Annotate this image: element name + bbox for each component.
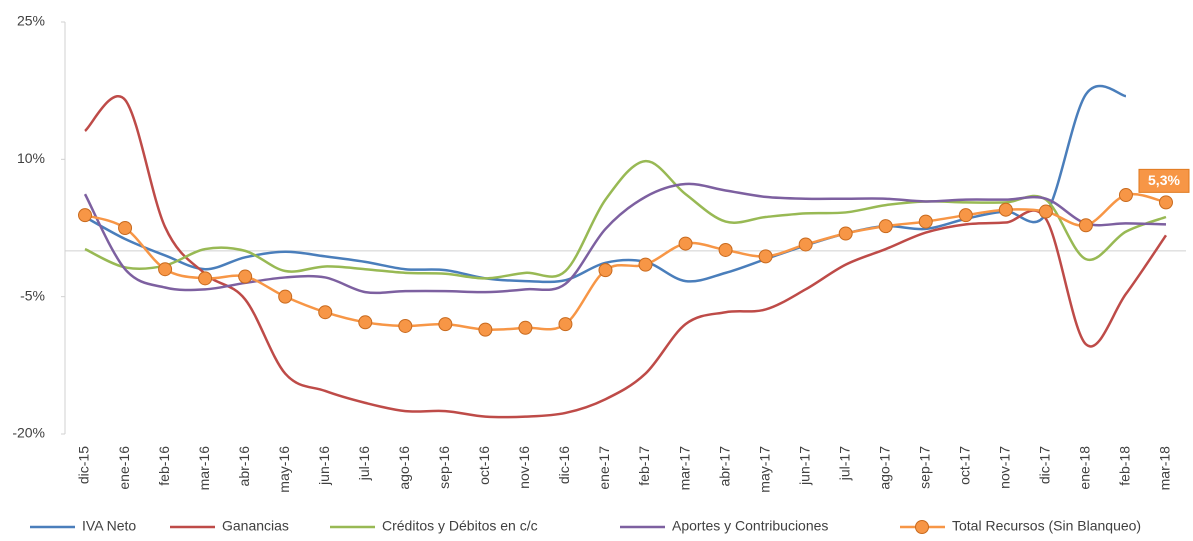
x-tick-label: abr-16 bbox=[236, 446, 252, 487]
point-marker bbox=[518, 320, 533, 335]
x-tick-label: dic-15 bbox=[76, 446, 92, 484]
x-tick-label: feb-18 bbox=[1117, 446, 1133, 486]
point-marker bbox=[798, 237, 813, 252]
x-tick-label: oct-16 bbox=[476, 446, 492, 485]
x-tick-label: dic-16 bbox=[556, 446, 572, 484]
y-tick-label: -5% bbox=[20, 287, 45, 303]
x-tick-label: nov-16 bbox=[516, 446, 532, 489]
legend-label: IVA Neto bbox=[82, 518, 136, 534]
series-line bbox=[84, 95, 1168, 419]
x-tick-label: sep-17 bbox=[916, 446, 932, 489]
legend-label: Créditos y Débitos en c/c bbox=[382, 518, 538, 534]
x-tick-label: ene-18 bbox=[1077, 446, 1093, 490]
x-tick-label: mar-16 bbox=[196, 446, 212, 491]
x-tick-label: feb-16 bbox=[156, 446, 172, 486]
point-marker bbox=[638, 257, 653, 272]
x-tick-label: nov-17 bbox=[997, 446, 1013, 489]
x-tick-label: feb-17 bbox=[636, 446, 652, 486]
point-marker bbox=[358, 315, 373, 330]
point-marker bbox=[478, 322, 493, 337]
point-marker bbox=[918, 214, 933, 229]
x-tick-label: jul-16 bbox=[356, 446, 372, 481]
point-marker bbox=[158, 262, 173, 277]
x-tick-label: dic-17 bbox=[1037, 446, 1053, 484]
point-marker bbox=[198, 271, 213, 286]
point-marker bbox=[558, 317, 573, 332]
series-line bbox=[84, 159, 1167, 280]
legend-label: Aportes y Contribuciones bbox=[672, 518, 828, 534]
point-marker bbox=[598, 263, 613, 278]
point-marker bbox=[78, 208, 93, 223]
point-marker bbox=[718, 242, 733, 257]
x-tick-label: mar-17 bbox=[676, 446, 692, 491]
x-tick-label: ago-17 bbox=[876, 446, 892, 490]
point-marker bbox=[1078, 218, 1093, 233]
y-tick-label: 10% bbox=[17, 150, 45, 166]
point-marker bbox=[678, 236, 693, 251]
x-tick-label: sep-16 bbox=[436, 446, 452, 489]
point-marker bbox=[118, 221, 133, 235]
y-tick-label: 25% bbox=[17, 13, 45, 29]
x-tick-label: jun-16 bbox=[316, 446, 332, 486]
legend-label: Total Recursos (Sin Blanqueo) bbox=[952, 518, 1141, 534]
point-marker bbox=[838, 226, 853, 241]
x-tick-label: oct-17 bbox=[957, 446, 973, 485]
series-line bbox=[84, 84, 1127, 284]
value-label-box bbox=[1138, 168, 1190, 193]
point-marker bbox=[318, 305, 333, 320]
x-tick-label: jul-17 bbox=[836, 446, 852, 481]
value-label: 5,3% bbox=[1148, 172, 1180, 188]
legend-label: Ganancias bbox=[222, 518, 289, 534]
x-tick-label: may-16 bbox=[276, 446, 292, 493]
point-marker bbox=[438, 317, 453, 332]
point-marker bbox=[398, 318, 413, 333]
point-marker bbox=[1118, 188, 1133, 203]
y-tick-label: -20% bbox=[12, 425, 45, 441]
x-tick-label: ene-17 bbox=[596, 446, 612, 490]
x-tick-label: mar-18 bbox=[1157, 446, 1173, 491]
point-marker bbox=[758, 249, 773, 264]
x-tick-label: may-17 bbox=[756, 446, 772, 493]
point-marker bbox=[998, 202, 1013, 217]
point-marker bbox=[1038, 204, 1053, 219]
x-tick-label: jun-17 bbox=[796, 446, 812, 486]
legend-marker bbox=[915, 520, 929, 534]
x-tick-label: ago-16 bbox=[396, 446, 412, 490]
point-marker bbox=[1158, 195, 1173, 210]
point-marker bbox=[278, 289, 293, 304]
point-marker bbox=[958, 208, 973, 223]
series-line bbox=[84, 192, 1167, 332]
point-marker bbox=[238, 269, 253, 284]
x-tick-label: ene-16 bbox=[116, 446, 132, 490]
point-marker bbox=[878, 219, 893, 234]
x-tick-label: abr-17 bbox=[716, 446, 732, 487]
